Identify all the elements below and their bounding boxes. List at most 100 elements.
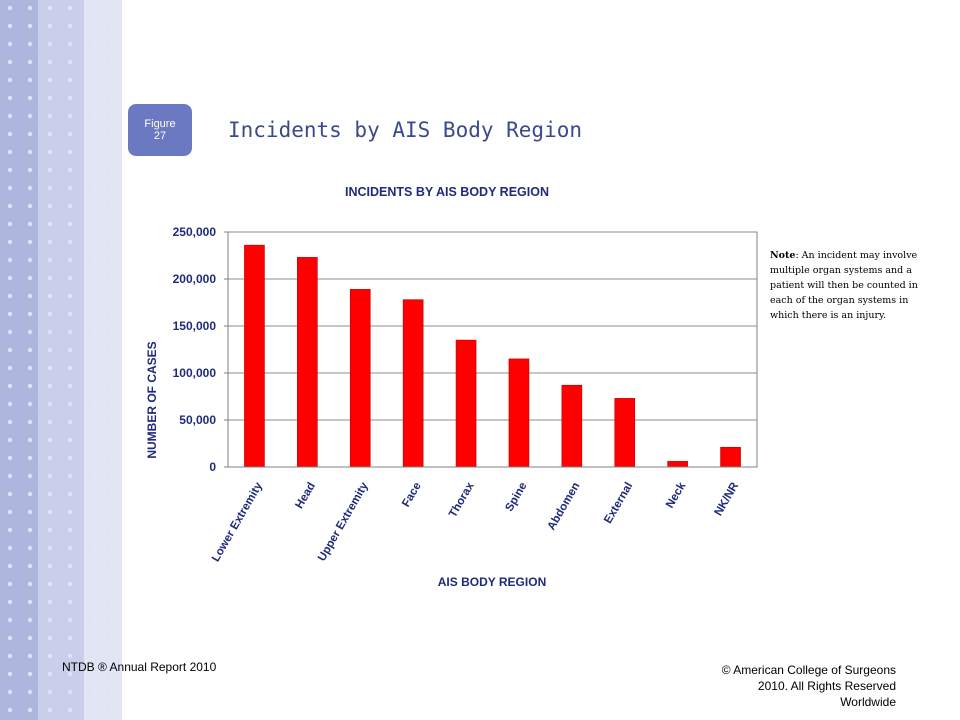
sidebar-dot [27,257,33,263]
sidebar-dot [7,329,13,335]
sidebar-dot [67,149,73,155]
sidebar-dot [27,275,33,281]
sidebar-dot [87,167,93,173]
sidebar-dot [87,707,93,713]
sidebar-dot [7,5,13,11]
sidebar-dot [67,491,73,497]
sidebar-dot [87,311,93,317]
sidebar-dot [87,365,93,371]
sidebar-dot [105,581,111,587]
sidebar-dot [105,617,111,623]
sidebar-dot [105,419,111,425]
sidebar-dot [105,95,111,101]
sidebar-dot [87,401,93,407]
sidebar-dot [47,203,53,209]
sidebar-dot [67,707,73,713]
sidebar-dot [67,5,73,11]
sidebar-dot [47,401,53,407]
sidebar-dot [105,239,111,245]
sidebar-dot [47,185,53,191]
sidebar-dot [27,383,33,389]
sidebar-dot [87,293,93,299]
sidebar-dot [7,473,13,479]
sidebar-dot [27,509,33,515]
sidebar-dot [27,41,33,47]
sidebar-dot [47,239,53,245]
sidebar-dot [47,329,53,335]
sidebar-dot [87,653,93,659]
sidebar-dot [7,455,13,461]
sidebar-dot [27,455,33,461]
sidebar-dot [87,581,93,587]
sidebar-dot [105,347,111,353]
sidebar-dot [7,293,13,299]
sidebar-dot [7,401,13,407]
sidebar-band-dark [0,0,38,720]
sidebar-band-mid [38,0,84,720]
sidebar-dot [27,23,33,29]
sidebar-dot [67,311,73,317]
sidebar-dot [105,329,111,335]
sidebar-dot [47,671,53,677]
sidebar-dot [7,545,13,551]
sidebar-dot [105,455,111,461]
sidebar-dot [47,653,53,659]
x-tick-label: Abdomen [546,481,583,533]
sidebar-band-light [84,0,122,720]
sidebar-dot [7,617,13,623]
sidebar-dot [47,509,53,515]
sidebar-dot [105,689,111,695]
sidebar-dot [87,185,93,191]
sidebar-dot [27,401,33,407]
sidebar-dot [87,455,93,461]
sidebar-dot [105,149,111,155]
sidebar-dot [47,5,53,11]
sidebar-dot [67,293,73,299]
note-label: Note [770,250,796,261]
sidebar-dot [67,617,73,623]
sidebar-dot [47,59,53,65]
sidebar-dot [47,77,53,83]
sidebar-dot [27,473,33,479]
chart-title: INCIDENTS BY AIS BODY REGION [345,185,549,199]
sidebar-dot [7,509,13,515]
sidebar-dot [67,473,73,479]
sidebar-dot [7,491,13,497]
sidebar-dot [27,635,33,641]
sidebar-dot [7,149,13,155]
sidebar-dot [105,41,111,47]
sidebar-dot [67,59,73,65]
sidebar-dot [87,203,93,209]
sidebar-dot [105,59,111,65]
sidebar-dot [27,131,33,137]
sidebar-dot [87,239,93,245]
sidebar-dot [67,599,73,605]
sidebar-dot [87,473,93,479]
sidebar-dot [87,545,93,551]
chart-note: Note: An incident may involve multiple o… [770,248,930,323]
sidebar-dot [27,581,33,587]
sidebar-dot [67,113,73,119]
sidebar-dot [27,491,33,497]
sidebar-dot [47,365,53,371]
sidebar-dot [27,653,33,659]
sidebar-dot [105,527,111,533]
sidebar-dot [87,347,93,353]
sidebar-dot [7,59,13,65]
sidebar-dot [47,41,53,47]
sidebar-dot [105,131,111,137]
sidebar-dot [87,131,93,137]
sidebar-dot [27,365,33,371]
sidebar-dot [67,167,73,173]
bar [244,244,265,468]
bar [402,299,424,468]
sidebar-decoration [0,0,122,720]
sidebar-dot [67,365,73,371]
sidebar-dot [67,509,73,515]
figure-label: Figure [144,118,176,130]
sidebar-dot [27,59,33,65]
sidebar-dot [87,77,93,83]
sidebar-dot [47,275,53,281]
sidebar-dot [105,77,111,83]
sidebar-dot [67,635,73,641]
